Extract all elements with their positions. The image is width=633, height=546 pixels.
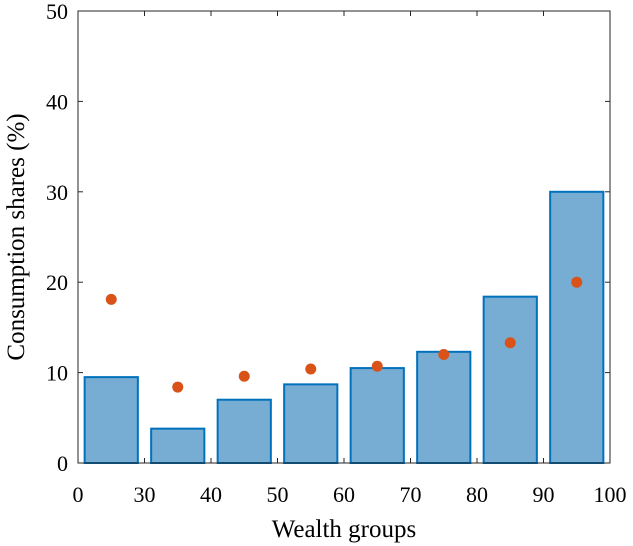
- bar-30-40: [150, 427, 206, 465]
- y-tick-label: 50: [46, 0, 68, 24]
- tick-labels-layer: 0 30 40 50 60 70 80 90 100 0 10 20 30 40 50: [46, 0, 627, 507]
- points-layer: [105, 276, 583, 393]
- x-tick-label: 70: [400, 482, 422, 507]
- x-tick-label: 60: [333, 482, 355, 507]
- point-50-60: [305, 363, 317, 375]
- point-0-30: [105, 293, 117, 305]
- bar-70-80: [416, 350, 472, 465]
- point-80-90: [504, 337, 516, 349]
- point-90-100: [571, 276, 583, 288]
- y-axis-label: Consumption shares (%): [3, 113, 30, 360]
- point-70-80: [438, 349, 450, 361]
- point-30-40: [172, 381, 184, 393]
- x-tick-label: 100: [594, 482, 627, 507]
- bar-50-60: [283, 383, 339, 464]
- bar-0-30: [83, 376, 139, 464]
- bar-80-90: [482, 295, 538, 464]
- y-tick-label: 0: [57, 451, 68, 476]
- x-tick-label: 40: [200, 482, 222, 507]
- x-tick-label: 0: [73, 482, 84, 507]
- x-tick-label: 80: [466, 482, 488, 507]
- x-axis-label: Wealth groups: [272, 516, 416, 543]
- x-tick-label: 30: [134, 482, 156, 507]
- bar-40-50: [216, 398, 272, 464]
- y-tick-label: 30: [46, 180, 68, 205]
- y-tick-label: 40: [46, 89, 68, 114]
- ticks-layer: [77, 10, 611, 464]
- y-tick-label: 20: [46, 270, 68, 295]
- point-60-70: [371, 360, 383, 372]
- bar-60-70: [349, 367, 405, 464]
- bar-90-100: [549, 190, 605, 465]
- y-tick-label: 10: [46, 361, 68, 386]
- x-tick-label: 50: [267, 482, 289, 507]
- point-40-50: [238, 370, 250, 382]
- bars-layer: [83, 190, 605, 465]
- x-tick-label: 90: [533, 482, 555, 507]
